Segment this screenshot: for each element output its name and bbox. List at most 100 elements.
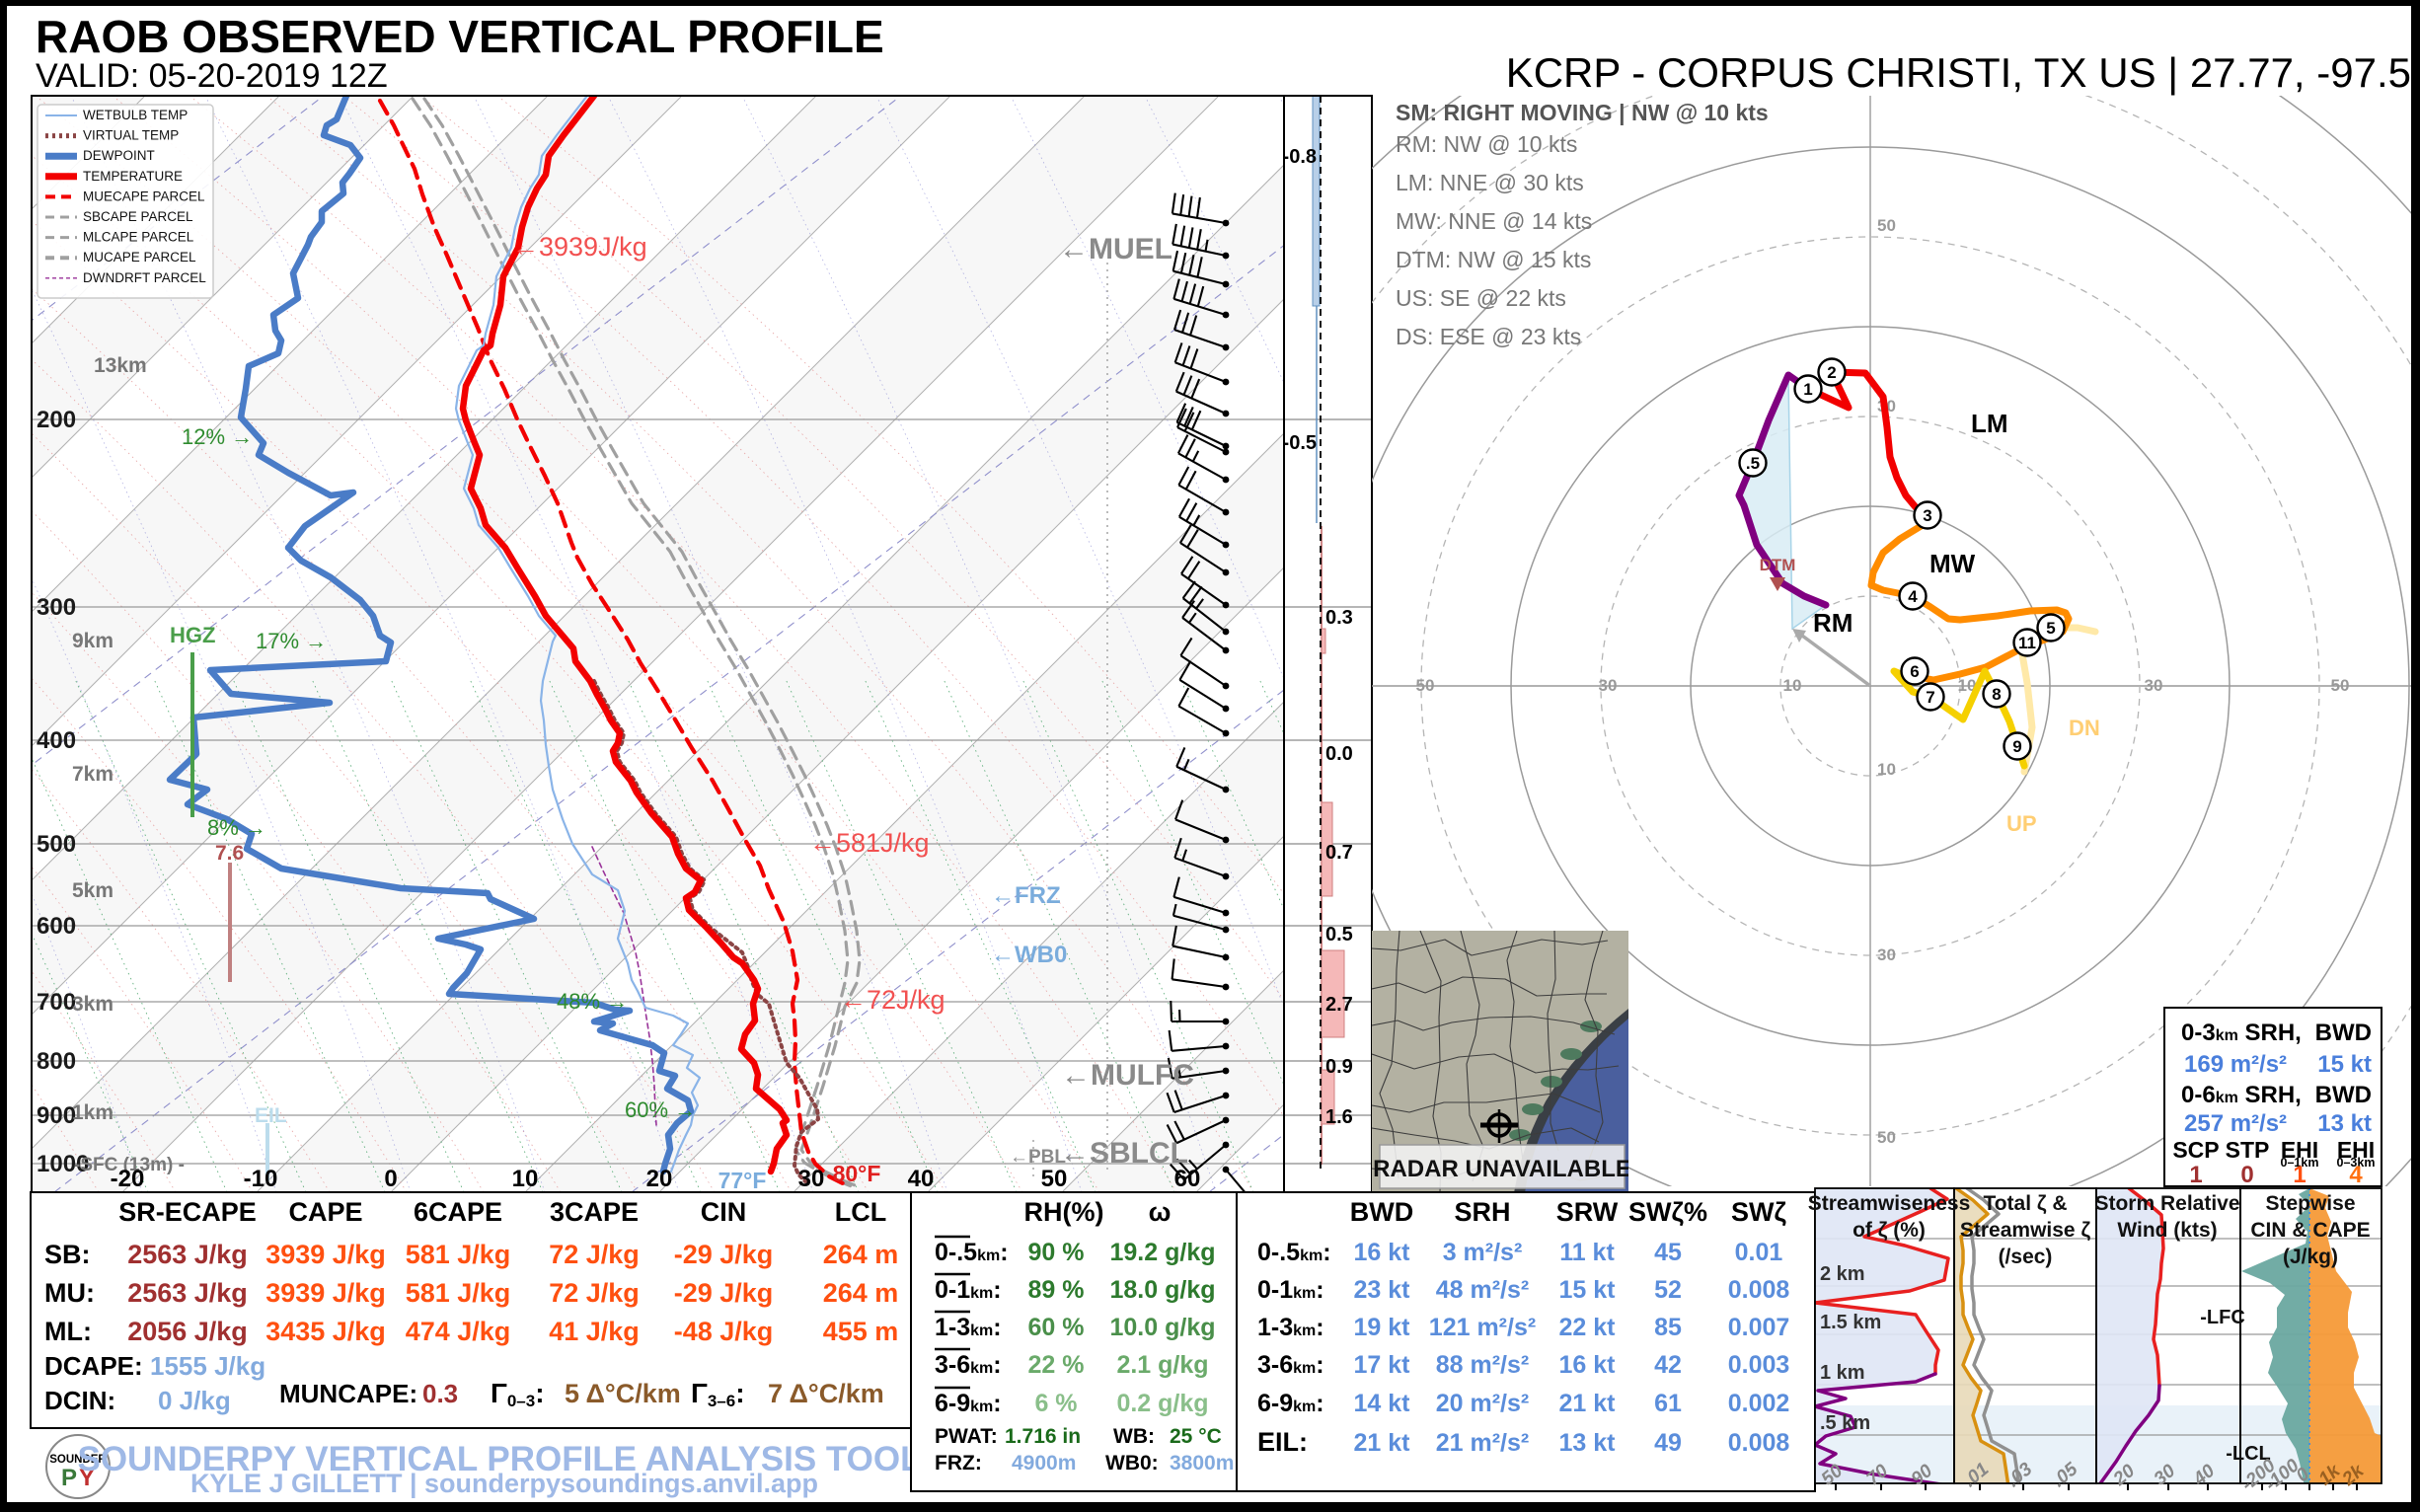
svg-text:6 %: 6 % bbox=[1034, 1390, 1077, 1417]
svg-text:1000: 1000 bbox=[37, 1151, 89, 1177]
svg-text:MU:: MU: bbox=[44, 1278, 95, 1308]
svg-text:1km: 1km bbox=[72, 1101, 113, 1124]
svg-text:7: 7 bbox=[1926, 688, 1934, 707]
svg-text:←581J/kg: ←581J/kg bbox=[809, 828, 930, 858]
svg-text:MUECAPE PARCEL: MUECAPE PARCEL bbox=[83, 189, 205, 203]
svg-text:HGZ: HGZ bbox=[170, 623, 215, 647]
svg-text:-SFC (13m) -: -SFC (13m) - bbox=[74, 1155, 185, 1175]
svg-text:264 m: 264 m bbox=[823, 1278, 899, 1308]
svg-text:KCRP - CORPUS CHRISTI, TX US |: KCRP - CORPUS CHRISTI, TX US | 27.77, -9… bbox=[1506, 49, 2411, 96]
svg-text:72 J/kg: 72 J/kg bbox=[549, 1278, 640, 1308]
svg-text:1.5 km: 1.5 km bbox=[1820, 1312, 1881, 1333]
svg-text:0-3km SRH,: 0-3km SRH, bbox=[2181, 1020, 2302, 1046]
svg-text:US: SE @ 22 kts: US: SE @ 22 kts bbox=[1396, 285, 1566, 311]
svg-text:455 m: 455 m bbox=[823, 1317, 899, 1346]
svg-text:1.6: 1.6 bbox=[1325, 1106, 1353, 1128]
svg-text:30: 30 bbox=[1877, 945, 1896, 964]
svg-text:17% →: 17% → bbox=[256, 629, 327, 653]
svg-text:41 J/kg: 41 J/kg bbox=[549, 1317, 640, 1346]
svg-text:21 kt: 21 kt bbox=[1559, 1390, 1617, 1417]
svg-text:MW: NNE @ 14 kts: MW: NNE @ 14 kts bbox=[1396, 208, 1592, 234]
svg-text:FRZ:: FRZ: bbox=[935, 1452, 982, 1474]
svg-text:800: 800 bbox=[37, 1048, 76, 1075]
svg-text:0 J/kg: 0 J/kg bbox=[158, 1386, 231, 1415]
svg-text:DN: DN bbox=[2069, 716, 2100, 740]
svg-text:52: 52 bbox=[1654, 1276, 1682, 1304]
svg-text:89 %: 89 % bbox=[1028, 1276, 1085, 1304]
svg-text:7.6: 7.6 bbox=[215, 842, 244, 865]
svg-text:LM: NNE @ 30 kts: LM: NNE @ 30 kts bbox=[1396, 170, 1584, 195]
svg-text:(J/kg): (J/kg) bbox=[2283, 1246, 2338, 1268]
svg-text:-10: -10 bbox=[244, 1166, 278, 1192]
svg-text:ω: ω bbox=[1149, 1197, 1172, 1227]
svg-text:CIN: CIN bbox=[701, 1197, 747, 1227]
svg-text:10.0 g/kg: 10.0 g/kg bbox=[1110, 1314, 1216, 1341]
svg-text:DCIN:: DCIN: bbox=[44, 1386, 115, 1415]
svg-text:DCAPE:: DCAPE: bbox=[44, 1351, 143, 1381]
svg-text:13km: 13km bbox=[94, 354, 147, 377]
svg-text:SBCAPE PARCEL: SBCAPE PARCEL bbox=[83, 209, 193, 224]
svg-text:DTM: NW @ 15 kts: DTM: NW @ 15 kts bbox=[1396, 247, 1591, 272]
svg-text:10: 10 bbox=[1877, 760, 1896, 779]
svg-text:8% →: 8% → bbox=[207, 815, 266, 840]
svg-text:EHI: EHI bbox=[2281, 1137, 2318, 1163]
svg-text:Stepwise: Stepwise bbox=[2265, 1192, 2355, 1215]
svg-text:0–1km: 0–1km bbox=[2281, 1156, 2319, 1170]
svg-text:200: 200 bbox=[37, 407, 76, 433]
svg-text:11: 11 bbox=[2018, 634, 2036, 652]
svg-text:0: 0 bbox=[2240, 1162, 2253, 1188]
svg-text:BWD: BWD bbox=[2315, 1082, 2372, 1108]
svg-text:CAPE: CAPE bbox=[288, 1197, 362, 1227]
svg-text:BWD: BWD bbox=[2315, 1020, 2372, 1046]
svg-text:1555 J/kg: 1555 J/kg bbox=[150, 1351, 265, 1381]
svg-text:1: 1 bbox=[2189, 1162, 2202, 1188]
svg-text:EHI: EHI bbox=[2337, 1137, 2375, 1163]
svg-text:0.7: 0.7 bbox=[1325, 842, 1353, 864]
svg-text:KYLE J GILLETT | sounderpysoun: KYLE J GILLETT | sounderpysoundings.anvi… bbox=[190, 1469, 818, 1498]
svg-text:5: 5 bbox=[2046, 619, 2055, 638]
svg-text:6CAPE: 6CAPE bbox=[414, 1197, 502, 1227]
svg-text:8: 8 bbox=[1992, 685, 2001, 704]
svg-text:2056 J/kg: 2056 J/kg bbox=[127, 1317, 248, 1346]
svg-text:0.003: 0.003 bbox=[1728, 1351, 1790, 1379]
svg-text:←3939J/kg: ←3939J/kg bbox=[512, 232, 647, 262]
svg-text:581 J/kg: 581 J/kg bbox=[406, 1240, 511, 1269]
svg-text:2563 J/kg: 2563 J/kg bbox=[127, 1278, 248, 1308]
svg-text:3CAPE: 3CAPE bbox=[550, 1197, 639, 1227]
svg-text:SRW: SRW bbox=[1556, 1197, 1619, 1227]
svg-text:61: 61 bbox=[1654, 1390, 1682, 1417]
svg-text:23 kt: 23 kt bbox=[1354, 1276, 1411, 1304]
svg-text:-0.5: -0.5 bbox=[1283, 432, 1317, 454]
svg-text:RM: NW @ 10 kts: RM: NW @ 10 kts bbox=[1396, 131, 1577, 157]
svg-text:DEWPOINT: DEWPOINT bbox=[83, 148, 155, 163]
svg-text:LCL: LCL bbox=[835, 1197, 886, 1227]
svg-text:50: 50 bbox=[1041, 1166, 1068, 1192]
svg-text:10: 10 bbox=[512, 1166, 539, 1192]
svg-text:85: 85 bbox=[1654, 1314, 1682, 1341]
svg-text:LM: LM bbox=[1971, 409, 2008, 438]
svg-text:-29 J/kg: -29 J/kg bbox=[674, 1240, 774, 1269]
svg-text:0.007: 0.007 bbox=[1728, 1314, 1790, 1341]
svg-text:0-6km SRH,: 0-6km SRH, bbox=[2181, 1082, 2302, 1108]
svg-text:21 kt: 21 kt bbox=[1354, 1429, 1411, 1457]
svg-text:Total ζ &: Total ζ & bbox=[1983, 1192, 2067, 1215]
svg-text:-LFC: -LFC bbox=[2200, 1307, 2245, 1328]
svg-text:15 kt: 15 kt bbox=[1559, 1276, 1617, 1304]
svg-text:1: 1 bbox=[2293, 1162, 2306, 1188]
svg-text:DS: ESE @ 23 kts: DS: ESE @ 23 kts bbox=[1396, 324, 1581, 349]
svg-text:0.2 g/kg: 0.2 g/kg bbox=[1116, 1390, 1208, 1417]
svg-text:CIN & CAPE: CIN & CAPE bbox=[2250, 1219, 2370, 1242]
svg-text:50: 50 bbox=[2331, 676, 2350, 695]
svg-text:MUNCAPE:: MUNCAPE: bbox=[279, 1379, 417, 1408]
svg-text:900: 900 bbox=[37, 1102, 76, 1129]
svg-text:77°F: 77°F bbox=[718, 1168, 767, 1193]
svg-text:14 kt: 14 kt bbox=[1354, 1390, 1411, 1417]
svg-text:DWNDRFT PARCEL: DWNDRFT PARCEL bbox=[83, 270, 206, 285]
svg-text:40: 40 bbox=[908, 1166, 935, 1192]
svg-text:7km: 7km bbox=[72, 763, 113, 786]
svg-text:30: 30 bbox=[1599, 676, 1618, 695]
svg-text:500: 500 bbox=[37, 831, 76, 858]
svg-text:2: 2 bbox=[1827, 363, 1836, 382]
svg-text:20: 20 bbox=[646, 1166, 673, 1192]
svg-text:22 %: 22 % bbox=[1028, 1351, 1085, 1379]
